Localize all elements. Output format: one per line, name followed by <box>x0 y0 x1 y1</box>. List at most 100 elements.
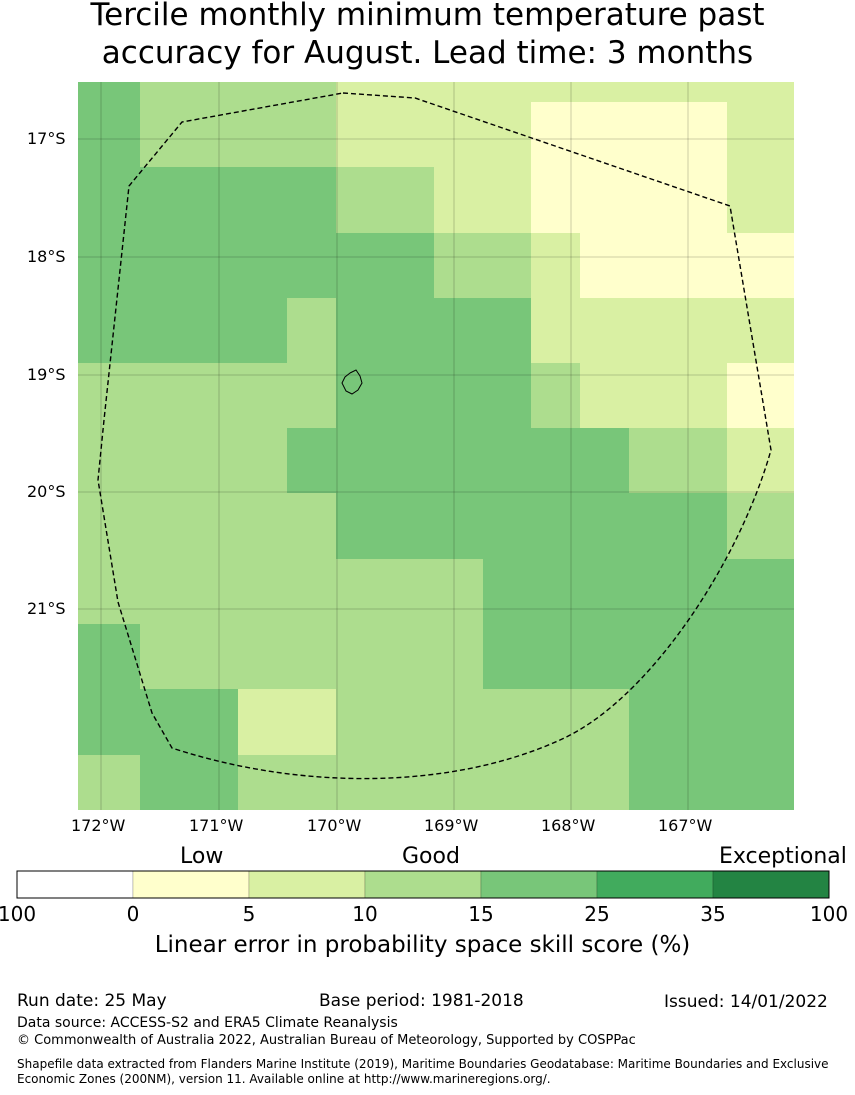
grid-cell <box>678 493 727 559</box>
colorbar-swatch <box>480 870 598 899</box>
grid-cell <box>580 559 629 624</box>
lon-label-171w: 171°W <box>189 816 244 835</box>
grid-cell <box>336 233 434 298</box>
colorbar <box>16 870 830 899</box>
issued-date: Issued: 14/01/2022 <box>664 992 828 1012</box>
category-exceptional: Exceptional <box>719 844 847 869</box>
grid-cell <box>78 298 140 363</box>
grid-cell <box>531 167 580 233</box>
grid-cell <box>78 233 140 298</box>
colorbar-swatch <box>132 870 250 899</box>
lon-label-169w: 169°W <box>424 816 479 835</box>
grid-cell <box>140 428 238 493</box>
grid-cell <box>238 167 287 233</box>
grid-cell <box>140 82 238 102</box>
grid-cell <box>78 82 140 102</box>
grid-cell <box>483 624 531 689</box>
colorbar-swatches <box>16 870 830 899</box>
grid-cell <box>580 82 629 102</box>
grid-cell <box>434 689 483 755</box>
grid-cell <box>78 624 140 689</box>
grid-cell <box>580 624 629 689</box>
grid-cell <box>336 298 434 363</box>
grid-cell <box>678 298 727 363</box>
grid-cell <box>434 102 483 167</box>
grid-cell <box>629 624 678 689</box>
colorbar-swatch <box>712 870 830 899</box>
grid-cell <box>531 102 580 167</box>
tick-15: 15 <box>468 902 494 926</box>
grid-cell <box>629 102 678 167</box>
grid-cell <box>727 624 794 689</box>
lon-label-172w: 172°W <box>71 816 126 835</box>
grid-cell <box>678 82 727 102</box>
shapefile-line-1: Shapefile data extracted from Flanders M… <box>17 1057 829 1071</box>
run-date: Run date: 25 May <box>17 991 167 1011</box>
grid-cell <box>727 298 794 363</box>
grid-cell <box>531 298 580 363</box>
grid-cell <box>336 493 434 559</box>
lat-label-20s: 20°S <box>27 482 66 501</box>
grid-cell <box>580 233 629 298</box>
tick-10: 10 <box>352 902 378 926</box>
grid-cell <box>434 559 483 624</box>
grid-cell <box>531 493 580 559</box>
grid-cell <box>531 428 580 493</box>
grid-cell <box>531 755 580 810</box>
grid-cell <box>287 428 336 493</box>
category-good: Good <box>402 844 460 869</box>
grid-cell <box>727 493 794 559</box>
grid-cell <box>238 493 287 559</box>
colorbar-label: Linear error in probability space skill … <box>154 932 691 958</box>
grid-cell <box>483 428 531 493</box>
grid-cell <box>78 559 140 624</box>
grid-cell <box>678 167 727 233</box>
data-source: Data source: ACCESS-S2 and ERA5 Climate … <box>17 1015 398 1031</box>
tick-0: 0 <box>126 902 140 926</box>
grid-cell <box>531 233 580 298</box>
grid-cell <box>434 428 483 493</box>
title-line-2: accuracy for August. Lead time: 3 months <box>101 35 754 71</box>
grid-cell <box>483 233 531 298</box>
grid-cell <box>531 559 580 624</box>
grid-cell <box>238 755 287 810</box>
grid-cell <box>678 102 727 167</box>
grid-cell <box>580 755 629 810</box>
grid-cell <box>483 167 531 233</box>
lon-label-170w: 170°W <box>307 816 362 835</box>
grid-cell <box>78 428 140 493</box>
grid-cell <box>580 102 629 167</box>
grid-cell <box>238 102 287 167</box>
grid-cell <box>238 82 287 102</box>
grid-cell <box>678 755 727 810</box>
grid-cell <box>336 428 434 493</box>
grid-cell <box>238 363 287 428</box>
grid-cell <box>483 82 531 102</box>
lat-label-17s: 17°S <box>27 129 66 148</box>
grid-cell <box>287 755 336 810</box>
grid-cell <box>531 363 580 428</box>
colorbar-swatch <box>596 870 714 899</box>
grid-cell <box>629 689 678 755</box>
colorbar-swatch <box>364 870 482 899</box>
grid-cell <box>727 167 794 233</box>
grid-cell <box>336 363 434 428</box>
grid-cell <box>483 363 531 428</box>
grid-cell <box>336 559 434 624</box>
grid-cell <box>629 363 678 428</box>
lat-label-19s: 19°S <box>27 365 66 384</box>
tick-5: 5 <box>242 902 256 926</box>
grid-cell <box>629 167 678 233</box>
grid-cell <box>629 428 678 493</box>
copyright: © Commonwealth of Australia 2022, Austra… <box>17 1033 636 1048</box>
grid-cell <box>336 755 434 810</box>
grid-cell <box>580 689 629 755</box>
lon-label-168w: 168°W <box>541 816 596 835</box>
grid-cell <box>287 102 336 167</box>
grid-cell <box>287 363 336 428</box>
grid-cell <box>483 493 531 559</box>
grid-cell <box>336 689 434 755</box>
grid-cell <box>287 167 336 233</box>
map-title: Tercile monthly minimum temperature past… <box>0 0 855 72</box>
grid-cell <box>629 233 678 298</box>
